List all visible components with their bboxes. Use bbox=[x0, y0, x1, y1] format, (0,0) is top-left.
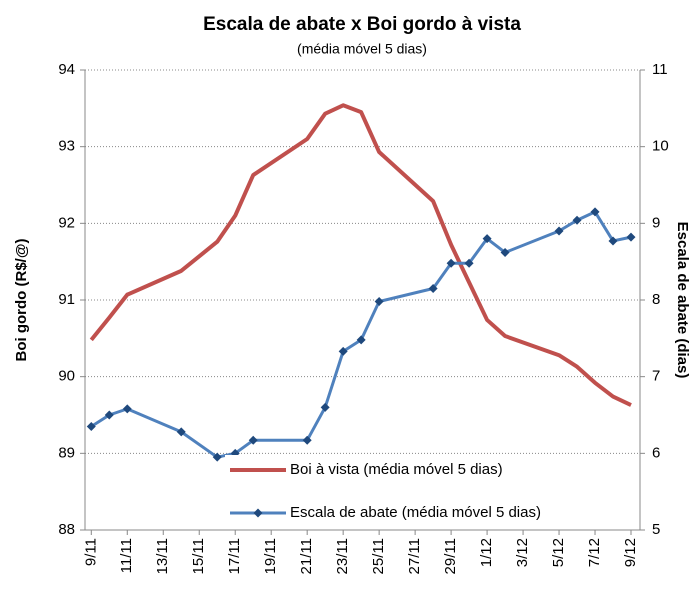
marker bbox=[446, 258, 456, 268]
marker bbox=[122, 404, 132, 414]
marker bbox=[212, 452, 222, 462]
y2-tick-label: 10 bbox=[652, 138, 669, 155]
x-tick-label: 13/11 bbox=[154, 538, 171, 574]
marker bbox=[626, 232, 636, 242]
x-tick-label: 23/11 bbox=[334, 538, 351, 574]
marker bbox=[302, 435, 312, 445]
y2-tick-label: 7 bbox=[652, 368, 660, 385]
x-tick-label: 25/11 bbox=[370, 538, 387, 574]
chart-title: Escala de abate x Boi gordo à vista bbox=[203, 14, 521, 35]
x-tick-label: 19/11 bbox=[262, 538, 279, 574]
y-tick-label: 93 bbox=[58, 138, 75, 155]
marker bbox=[374, 297, 384, 307]
y2-tick-label: 9 bbox=[652, 214, 660, 231]
marker bbox=[464, 258, 474, 268]
x-tick-label: 21/11 bbox=[298, 538, 315, 574]
legend-box bbox=[225, 455, 637, 527]
x-tick-label: 27/11 bbox=[406, 538, 423, 574]
x-tick-label: 7/12 bbox=[586, 538, 603, 567]
y2-tick-label: 8 bbox=[652, 291, 660, 308]
y2-tick-label: 6 bbox=[652, 444, 660, 461]
marker bbox=[500, 247, 510, 257]
marker bbox=[320, 402, 330, 412]
x-tick-label: 5/12 bbox=[550, 538, 567, 567]
y2-tick-label: 11 bbox=[652, 61, 668, 78]
series-line bbox=[89, 103, 632, 407]
x-tick-label: 9/11 bbox=[82, 538, 99, 566]
marker bbox=[608, 236, 618, 246]
marker bbox=[338, 346, 348, 356]
x-tick-label: 29/11 bbox=[442, 538, 459, 574]
y-tick-label: 92 bbox=[58, 214, 75, 231]
marker bbox=[590, 207, 600, 217]
marker bbox=[572, 215, 582, 225]
marker bbox=[428, 284, 438, 293]
marker bbox=[176, 427, 186, 437]
y-axis-title: Boi gordo (R$/@) bbox=[13, 239, 30, 362]
y-tick-label: 94 bbox=[58, 61, 75, 78]
y2-axis-title: Escala de abate (dias) bbox=[674, 222, 691, 379]
marker bbox=[554, 226, 564, 236]
chart-subtitle: (média móvel 5 dias) bbox=[297, 41, 427, 57]
y-tick-label: 90 bbox=[58, 368, 75, 385]
legend-label: Boi à vista (média móvel 5 dias) bbox=[290, 461, 503, 478]
x-tick-label: 17/11 bbox=[226, 538, 243, 574]
x-tick-label: 3/12 bbox=[514, 538, 531, 567]
y-tick-label: 91 bbox=[58, 291, 75, 308]
marker bbox=[86, 422, 96, 431]
y2-tick-label: 5 bbox=[652, 521, 660, 538]
marker bbox=[356, 335, 366, 345]
x-tick-label: 9/12 bbox=[622, 538, 639, 567]
x-tick-label: 11/11 bbox=[118, 538, 135, 573]
legend-label: Escala de abate (média móvel 5 dias) bbox=[290, 504, 541, 521]
series-line bbox=[90, 210, 632, 459]
y-tick-label: 89 bbox=[58, 444, 75, 461]
y-tick-label: 88 bbox=[58, 521, 75, 538]
legend-marker bbox=[253, 508, 263, 518]
marker bbox=[104, 410, 114, 420]
marker bbox=[482, 234, 492, 244]
marker bbox=[248, 435, 258, 445]
x-tick-label: 1/12 bbox=[478, 538, 495, 567]
x-tick-label: 15/11 bbox=[190, 538, 207, 574]
